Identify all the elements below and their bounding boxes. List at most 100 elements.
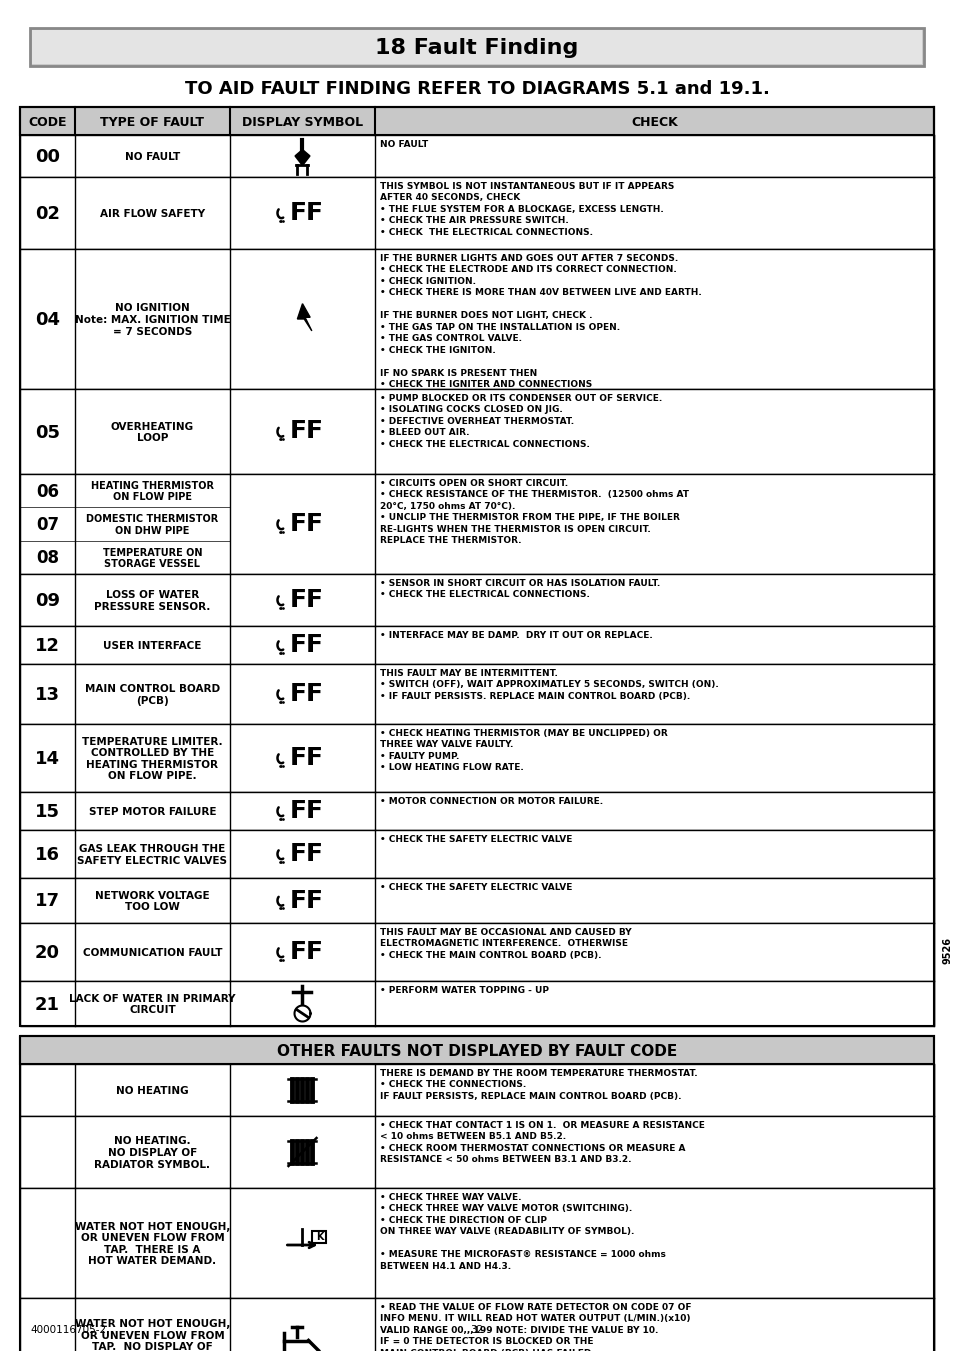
Bar xyxy=(20,981,933,1025)
Text: FF: FF xyxy=(289,798,323,823)
Text: THIS SYMBOL IS NOT INSTANTANEOUS BUT IF IT APPEARS
AFTER 40 SECONDS, CHECK
• THE: THIS SYMBOL IS NOT INSTANTANEOUS BUT IF … xyxy=(379,182,674,236)
Text: 9526: 9526 xyxy=(942,936,952,963)
Text: 17: 17 xyxy=(35,893,60,911)
Text: 32: 32 xyxy=(470,1325,483,1335)
Text: NETWORK VOLTAGE
TOO LOW: NETWORK VOLTAGE TOO LOW xyxy=(95,890,210,912)
Text: 05: 05 xyxy=(35,423,60,442)
Bar xyxy=(20,724,933,792)
Text: FF: FF xyxy=(289,634,323,657)
Text: 18 Fault Finding: 18 Fault Finding xyxy=(375,38,578,58)
Text: • PERFORM WATER TOPPING - UP: • PERFORM WATER TOPPING - UP xyxy=(379,986,548,994)
Text: • CHECK THAT CONTACT 1 IS ON 1.  OR MEASURE A RESISTANCE
< 10 ohms BETWEEN B5.1 : • CHECK THAT CONTACT 1 IS ON 1. OR MEASU… xyxy=(379,1121,704,1165)
Text: DISPLAY SYMBOL: DISPLAY SYMBOL xyxy=(242,115,363,128)
Text: HEATING THERMISTOR
ON FLOW PIPE: HEATING THERMISTOR ON FLOW PIPE xyxy=(91,481,213,503)
Text: 00: 00 xyxy=(35,149,60,166)
Bar xyxy=(20,1036,933,1351)
Bar xyxy=(20,574,933,626)
Text: FF: FF xyxy=(289,746,323,770)
Text: • MOTOR CONNECTION OR MOTOR FAILURE.: • MOTOR CONNECTION OR MOTOR FAILURE. xyxy=(379,797,602,807)
Text: • CHECK THREE WAY VALVE.
• CHECK THREE WAY VALVE MOTOR (SWITCHING).
• CHECK THE : • CHECK THREE WAY VALVE. • CHECK THREE W… xyxy=(379,1193,665,1271)
Bar xyxy=(20,177,933,249)
Bar xyxy=(20,663,933,724)
Text: WATER NOT HOT ENOUGH,
OR UNEVEN FLOW FROM
TAP.  THERE IS A
HOT WATER DEMAND.: WATER NOT HOT ENOUGH, OR UNEVEN FLOW FRO… xyxy=(74,1221,230,1266)
Text: TEMPERATURE ON
STORAGE VESSEL: TEMPERATURE ON STORAGE VESSEL xyxy=(103,547,202,569)
Text: NO IGNITION
Note: MAX. IGNITION TIME
= 7 SECONDS: NO IGNITION Note: MAX. IGNITION TIME = 7… xyxy=(74,304,230,336)
Bar xyxy=(20,1065,933,1116)
Text: 12: 12 xyxy=(35,638,60,655)
Bar xyxy=(20,626,933,663)
Text: 15: 15 xyxy=(35,802,60,821)
Text: 04: 04 xyxy=(35,311,60,330)
Bar xyxy=(20,792,933,830)
Text: CHECK: CHECK xyxy=(631,115,678,128)
Bar xyxy=(20,135,933,177)
Bar xyxy=(20,474,933,574)
Text: • CHECK THE SAFETY ELECTRIC VALVE: • CHECK THE SAFETY ELECTRIC VALVE xyxy=(379,884,572,892)
Text: NO HEATING: NO HEATING xyxy=(116,1086,189,1096)
Text: 21: 21 xyxy=(35,996,60,1013)
Bar xyxy=(20,389,933,474)
Text: THIS FAULT MAY BE INTERMITTENT.
• SWITCH (OFF), WAIT APPROXIMATLEY 5 SECONDS, SW: THIS FAULT MAY BE INTERMITTENT. • SWITCH… xyxy=(379,669,718,701)
Text: • PUMP BLOCKED OR ITS CONDENSER OUT OF SERVICE.
• ISOLATING COCKS CLOSED ON JIG.: • PUMP BLOCKED OR ITS CONDENSER OUT OF S… xyxy=(379,394,661,449)
Polygon shape xyxy=(297,304,312,331)
Text: FF: FF xyxy=(289,682,323,707)
Text: DOMESTIC THERMISTOR
ON DHW PIPE: DOMESTIC THERMISTOR ON DHW PIPE xyxy=(87,515,218,536)
Text: NO FAULT: NO FAULT xyxy=(125,153,180,162)
Text: 16: 16 xyxy=(35,846,60,865)
Text: 06: 06 xyxy=(36,482,59,501)
Text: 14: 14 xyxy=(35,750,60,767)
Text: NO FAULT: NO FAULT xyxy=(379,141,428,149)
Text: TEMPERATURE LIMITER.
CONTROLLED BY THE
HEATING THERMISTOR
ON FLOW PIPE.: TEMPERATURE LIMITER. CONTROLLED BY THE H… xyxy=(82,736,223,781)
Polygon shape xyxy=(294,1005,310,1021)
Bar xyxy=(20,1116,933,1188)
Text: • CHECK THE SAFETY ELECTRIC VALVE: • CHECK THE SAFETY ELECTRIC VALVE xyxy=(379,835,572,844)
Bar xyxy=(20,1298,933,1351)
Text: THERE IS DEMAND BY THE ROOM TEMPERATURE THERMOSTAT.
• CHECK THE CONNECTIONS.
IF : THERE IS DEMAND BY THE ROOM TEMPERATURE … xyxy=(379,1069,697,1101)
Bar xyxy=(20,878,933,923)
Bar xyxy=(313,1231,326,1243)
Text: IF THE BURNER LIGHTS AND GOES OUT AFTER 7 SECONDS.
• CHECK THE ELECTRODE AND ITS: IF THE BURNER LIGHTS AND GOES OUT AFTER … xyxy=(379,254,701,389)
Text: 13: 13 xyxy=(35,686,60,704)
Text: FF: FF xyxy=(289,842,323,866)
Text: 07: 07 xyxy=(36,516,59,534)
Text: OVERHEATING
LOOP: OVERHEATING LOOP xyxy=(111,422,193,443)
Text: 4000116705-2: 4000116705-2 xyxy=(30,1325,106,1335)
Bar xyxy=(20,107,933,135)
Text: STEP MOTOR FAILURE: STEP MOTOR FAILURE xyxy=(89,807,216,817)
Bar xyxy=(20,107,933,1025)
Bar xyxy=(20,1188,933,1298)
Text: AIR FLOW SAFETY: AIR FLOW SAFETY xyxy=(100,209,205,219)
Text: CODE: CODE xyxy=(29,115,67,128)
Bar xyxy=(20,830,933,878)
Text: FF: FF xyxy=(289,588,323,612)
Text: 08: 08 xyxy=(36,550,59,567)
Bar xyxy=(20,923,933,981)
Bar xyxy=(20,1036,933,1065)
Text: LACK OF WATER IN PRIMARY
CIRCUIT: LACK OF WATER IN PRIMARY CIRCUIT xyxy=(70,994,235,1016)
Text: 09: 09 xyxy=(35,592,60,611)
Text: TO AID FAULT FINDING REFER TO DIAGRAMS 5.1 and 19.1.: TO AID FAULT FINDING REFER TO DIAGRAMS 5… xyxy=(184,80,769,99)
Bar xyxy=(30,28,923,66)
Text: LOSS OF WATER
PRESSURE SENSOR.: LOSS OF WATER PRESSURE SENSOR. xyxy=(94,590,211,612)
Text: OTHER FAULTS NOT DISPLAYED BY FAULT CODE: OTHER FAULTS NOT DISPLAYED BY FAULT CODE xyxy=(276,1043,677,1058)
Text: FF: FF xyxy=(289,420,323,443)
Text: FF: FF xyxy=(289,512,323,536)
Bar xyxy=(20,249,933,389)
Text: • CIRCUITS OPEN OR SHORT CIRCUIT.
• CHECK RESISTANCE OF THE THERMISTOR.  (12500 : • CIRCUITS OPEN OR SHORT CIRCUIT. • CHEC… xyxy=(379,480,688,546)
Text: GAS LEAK THROUGH THE
SAFETY ELECTRIC VALVES: GAS LEAK THROUGH THE SAFETY ELECTRIC VAL… xyxy=(77,844,227,866)
Text: USER INTERFACE: USER INTERFACE xyxy=(103,640,201,651)
Text: • READ THE VALUE OF FLOW RATE DETECTOR ON CODE 07 OF
INFO MENU. IT WILL READ HOT: • READ THE VALUE OF FLOW RATE DETECTOR O… xyxy=(379,1302,691,1351)
Text: COMMUNICATION FAULT: COMMUNICATION FAULT xyxy=(83,948,222,958)
Text: • CHECK HEATING THERMISTOR (MAY BE UNCLIPPED) OR
THREE WAY VALVE FAULTY.
• FAULT: • CHECK HEATING THERMISTOR (MAY BE UNCLI… xyxy=(379,730,667,773)
Text: THIS FAULT MAY BE OCCASIONAL AND CAUSED BY
ELECTROMAGNETIC INTERFERENCE.  OTHERW: THIS FAULT MAY BE OCCASIONAL AND CAUSED … xyxy=(379,928,631,961)
Polygon shape xyxy=(295,150,309,165)
Bar xyxy=(32,30,921,63)
Text: 02: 02 xyxy=(35,205,60,223)
Text: WATER NOT HOT ENOUGH,
OR UNEVEN FLOW FROM
TAP.  NO DISPLAY OF
TAP SYMBOL.: WATER NOT HOT ENOUGH, OR UNEVEN FLOW FRO… xyxy=(74,1319,230,1351)
Text: MAIN CONTROL BOARD
(PCB): MAIN CONTROL BOARD (PCB) xyxy=(85,684,220,705)
Text: 20: 20 xyxy=(35,944,60,962)
Text: FF: FF xyxy=(289,940,323,965)
Text: • SENSOR IN SHORT CIRCUIT OR HAS ISOLATION FAULT.
• CHECK THE ELECTRICAL CONNECT: • SENSOR IN SHORT CIRCUIT OR HAS ISOLATI… xyxy=(379,580,659,600)
Text: • INTERFACE MAY BE DAMP.  DRY IT OUT OR REPLACE.: • INTERFACE MAY BE DAMP. DRY IT OUT OR R… xyxy=(379,631,652,640)
Text: FF: FF xyxy=(289,889,323,912)
